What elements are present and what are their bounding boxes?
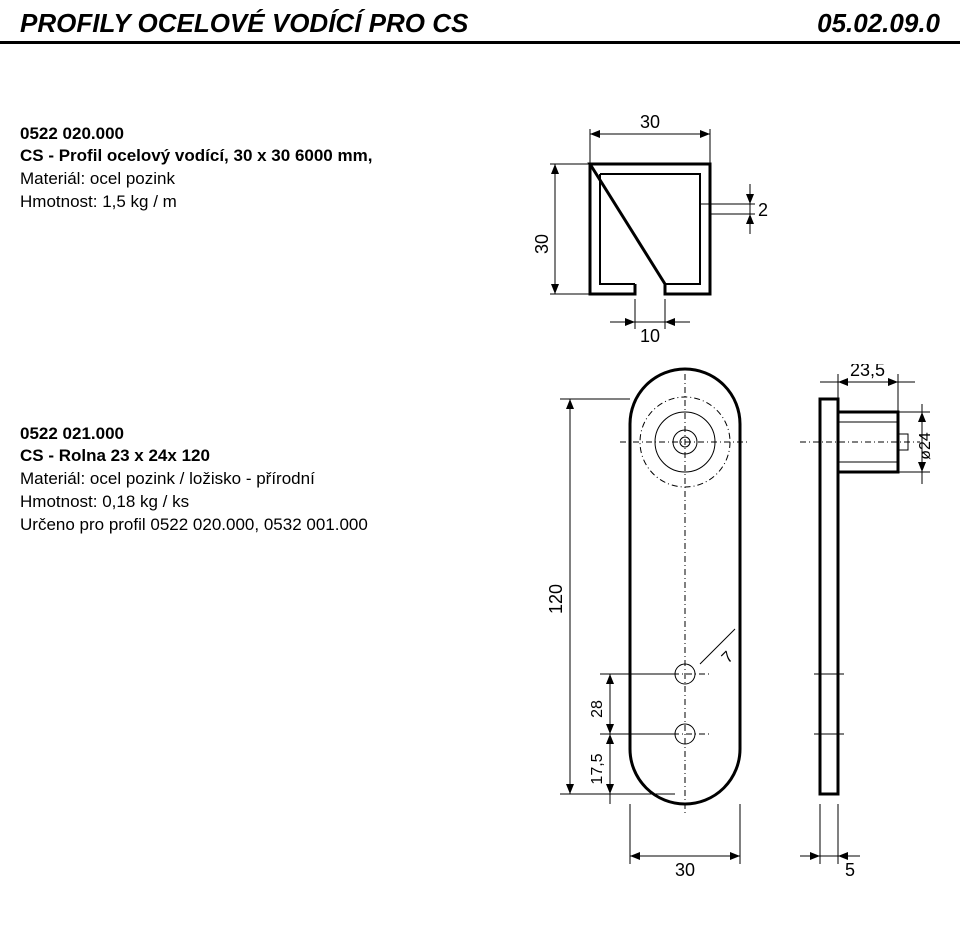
item1-code: 0522 020.000 (20, 124, 380, 144)
dim-right: 2 (758, 200, 768, 220)
dim-height: 120 (546, 584, 566, 614)
dim-inner: 7 (719, 648, 737, 666)
item2-name: CS - Rolna 23 x 24x 120 (20, 446, 380, 466)
item1-block: 0522 020.000 CS - Profil ocelový vodící,… (20, 124, 380, 214)
page-title: PROFILY OCELOVÉ VODÍCÍ PRO CS (20, 8, 468, 39)
dim-bl: 30 (675, 860, 695, 880)
diagram-profile: 30 30 2 10 (500, 104, 800, 344)
item2-block: 0522 021.000 CS - Rolna 23 x 24x 120 Mat… (20, 424, 380, 537)
dim-gap1: 28 (589, 700, 606, 718)
dim-gap2: 17,5 (589, 753, 606, 784)
dim-left: 30 (532, 234, 552, 254)
dim-br: 5 (845, 860, 855, 880)
item2-material: Materiál: ocel pozink / ložisko - přírod… (20, 468, 380, 491)
dim-dia: ø24 (917, 432, 934, 460)
item1-material: Materiál: ocel pozink (20, 168, 380, 191)
item2-note: Určeno pro profil 0522 020.000, 0532 001… (20, 514, 380, 537)
item1-name: CS - Profil ocelový vodící, 30 x 30 6000… (20, 146, 380, 166)
dim-top: 30 (640, 112, 660, 132)
page-code: 05.02.09.0 (817, 8, 940, 39)
page-header: PROFILY OCELOVÉ VODÍCÍ PRO CS 05.02.09.0 (0, 0, 960, 44)
item2-weight: Hmotnost: 0,18 kg / ks (20, 491, 380, 514)
dim-tr: 23,5 (850, 364, 885, 380)
item2-code: 0522 021.000 (20, 424, 380, 444)
item1-weight: Hmotnost: 1,5 kg / m (20, 191, 380, 214)
dim-bottom: 10 (640, 326, 660, 344)
diagram-roller: 120 28 17,5 7 30 (500, 364, 938, 924)
